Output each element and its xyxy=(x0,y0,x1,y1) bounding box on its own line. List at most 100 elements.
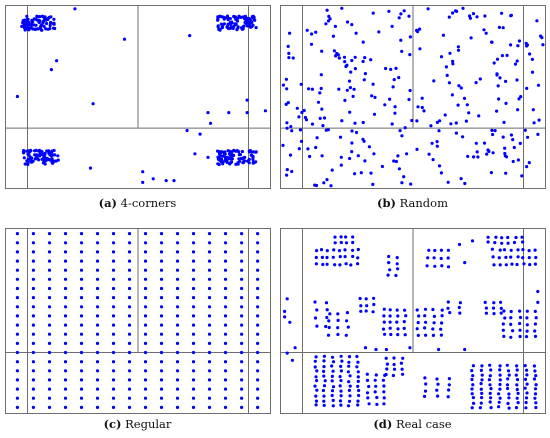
data-point xyxy=(221,162,225,166)
data-point xyxy=(47,259,52,263)
data-point xyxy=(401,356,405,360)
data-point xyxy=(240,332,244,336)
data-point xyxy=(356,360,360,364)
data-point xyxy=(223,405,228,409)
data-point xyxy=(127,241,132,245)
data-point xyxy=(240,250,244,254)
data-point xyxy=(391,85,395,89)
data-point xyxy=(422,109,426,113)
data-point xyxy=(361,120,365,125)
data-point xyxy=(56,158,60,162)
data-point xyxy=(91,102,95,106)
data-point xyxy=(330,168,334,172)
data-point xyxy=(111,369,116,373)
caption-tag: (d) xyxy=(373,417,393,431)
data-point xyxy=(127,277,132,281)
data-point xyxy=(363,159,367,163)
data-point xyxy=(350,141,354,145)
data-point xyxy=(512,240,517,245)
data-point xyxy=(25,21,29,25)
data-point xyxy=(325,255,329,260)
data-point xyxy=(349,263,353,267)
data-point xyxy=(313,300,317,304)
data-point xyxy=(40,152,44,156)
data-point xyxy=(464,119,468,123)
data-point xyxy=(320,107,324,111)
data-point xyxy=(507,392,511,396)
data-point xyxy=(339,369,343,373)
data-point xyxy=(534,401,538,405)
data-point xyxy=(498,378,502,382)
data-point xyxy=(400,49,404,54)
data-point xyxy=(207,268,212,272)
data-point xyxy=(237,14,241,18)
data-point xyxy=(95,286,100,291)
data-point xyxy=(191,360,196,364)
data-point xyxy=(31,396,35,400)
data-point xyxy=(470,377,474,382)
data-point xyxy=(513,62,518,66)
data-point xyxy=(402,175,406,179)
data-point xyxy=(525,391,529,395)
data-point xyxy=(456,48,461,52)
data-point xyxy=(230,20,234,24)
data-point xyxy=(34,23,38,27)
data-point xyxy=(389,332,393,337)
data-point xyxy=(232,148,236,152)
data-point xyxy=(533,387,538,391)
data-point xyxy=(242,24,246,28)
data-point xyxy=(509,133,513,137)
data-point xyxy=(79,341,84,345)
data-point xyxy=(47,305,52,309)
data-point xyxy=(31,241,35,245)
caption-real-case: (d) Real case xyxy=(275,417,550,431)
data-point xyxy=(111,250,116,254)
data-point xyxy=(446,180,450,184)
data-point xyxy=(486,148,490,152)
data-point xyxy=(207,378,212,382)
data-point xyxy=(252,18,256,22)
data-point xyxy=(321,124,325,128)
data-point xyxy=(393,105,397,109)
data-point xyxy=(347,79,352,83)
data-point xyxy=(127,305,132,309)
data-point xyxy=(164,179,168,183)
data-point xyxy=(331,360,336,364)
data-point xyxy=(111,277,116,281)
data-point xyxy=(15,296,19,300)
data-point xyxy=(363,56,367,60)
data-point xyxy=(240,241,244,245)
data-point xyxy=(127,369,132,373)
data-point xyxy=(424,382,428,386)
data-point xyxy=(79,277,84,281)
data-point xyxy=(314,403,318,407)
data-point xyxy=(480,378,484,382)
data-point xyxy=(240,396,244,400)
data-point xyxy=(532,121,536,125)
data-point xyxy=(426,7,430,11)
data-point xyxy=(528,52,532,56)
data-point xyxy=(209,121,213,125)
data-point xyxy=(227,111,231,115)
data-point xyxy=(500,241,504,245)
data-point xyxy=(533,262,537,266)
data-point xyxy=(297,115,301,119)
data-point xyxy=(390,122,394,126)
data-point xyxy=(15,323,19,327)
data-point xyxy=(322,359,326,363)
data-point xyxy=(315,249,319,253)
data-point xyxy=(536,132,540,136)
data-point xyxy=(446,248,450,252)
data-point xyxy=(524,400,528,405)
data-point xyxy=(38,15,42,19)
data-point xyxy=(470,369,474,373)
data-point xyxy=(403,126,407,130)
data-point xyxy=(42,24,46,28)
data-point xyxy=(439,327,443,331)
data-point xyxy=(206,155,210,159)
data-point xyxy=(505,53,509,58)
data-point xyxy=(436,382,440,386)
data-point xyxy=(337,56,341,60)
data-point xyxy=(31,314,35,318)
data-point xyxy=(283,309,287,313)
